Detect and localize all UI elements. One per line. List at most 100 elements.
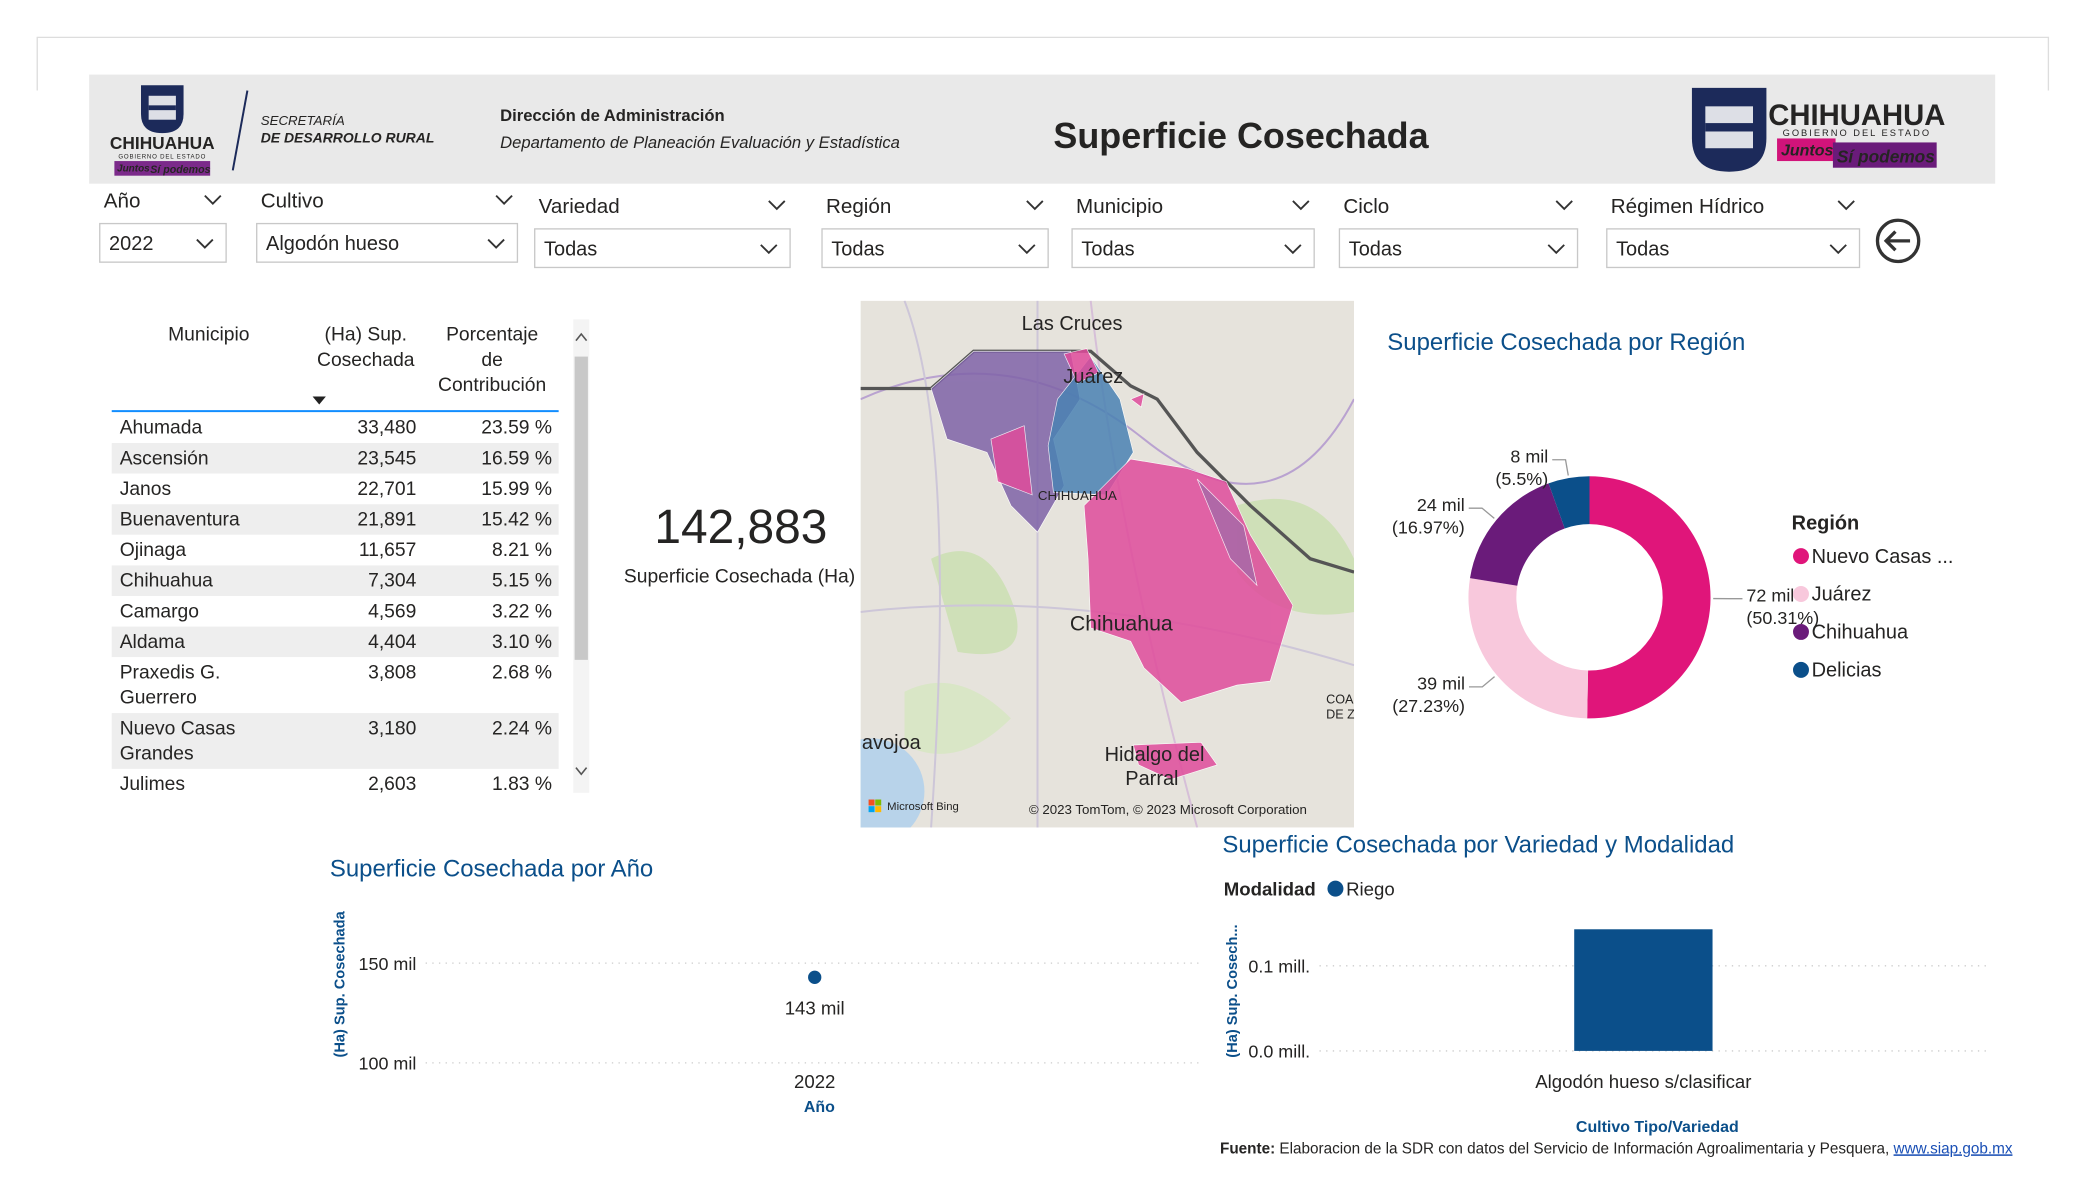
logo-slogan: Juntos xyxy=(1781,143,1833,160)
filter-dropdown[interactable] xyxy=(534,228,791,269)
table-row xyxy=(111,473,559,505)
data-label: (27.23%) xyxy=(1392,696,1465,716)
legend-label[interactable]: Juárez xyxy=(1812,584,1872,606)
filter-value: Todas xyxy=(544,238,597,260)
dropdown-chevron xyxy=(760,244,778,255)
legend-label[interactable]: Nuevo Casas ... xyxy=(1812,546,1954,568)
cell-superficie: 21,891 xyxy=(357,510,416,531)
map-label: COA xyxy=(1326,693,1354,707)
cell-superficie: 4,569 xyxy=(368,601,416,622)
cell-municipio: Nuevo Casas xyxy=(120,718,236,739)
leader-line xyxy=(1552,459,1569,476)
bing-logo xyxy=(875,806,882,813)
back-button[interactable] xyxy=(1875,218,1921,264)
table-body: Ahumada 33,480 23.59 % Ascensión 23,545 16.59… xyxy=(111,412,559,800)
filter-value: 2022 xyxy=(109,233,153,255)
cell-municipio: Ascensión xyxy=(120,448,209,469)
y-tick-label: 0.1 mill. xyxy=(1248,956,1310,976)
data-label: 72 mil xyxy=(1746,585,1794,605)
cell-municipio: Julimes xyxy=(120,774,185,795)
logo-slogan: Sí podemos xyxy=(1837,146,1935,166)
logo-subtitle: GOBIERNO DEL ESTADO xyxy=(1783,128,1931,138)
data-label: (16.97%) xyxy=(1392,517,1465,537)
logo-name: CHIHUAHUA xyxy=(110,133,215,153)
legend-label[interactable]: Riego xyxy=(1346,878,1395,899)
bar[interactable] xyxy=(1574,929,1713,1051)
filter-dropdown[interactable] xyxy=(1606,228,1861,269)
table-row xyxy=(111,626,559,658)
cell-porcentaje: 15.42 % xyxy=(481,510,552,531)
data-label: 39 mil xyxy=(1417,674,1465,694)
column-header: Porcentaje xyxy=(446,325,538,346)
y-tick-label: 150 mil xyxy=(359,954,417,974)
footer-link[interactable]: www.siap.gob.mx xyxy=(1893,1140,2013,1157)
table-row xyxy=(111,565,559,597)
x-axis-title: Año xyxy=(804,1099,835,1116)
data-point xyxy=(808,970,822,984)
header-band xyxy=(89,74,1996,184)
filter-dropdown[interactable] xyxy=(1338,228,1579,269)
direccion: Dirección de Administración xyxy=(500,106,725,125)
filter-chevron xyxy=(204,194,222,205)
donut-slice xyxy=(1468,578,1589,719)
cell-municipio: Praxedis G. xyxy=(120,662,221,683)
region-shape xyxy=(1083,458,1294,703)
footer: Fuente: Elaboracion de la SDR con datos … xyxy=(1220,1140,2013,1157)
region-shape xyxy=(1196,478,1258,587)
column-header: (Ha) Sup. xyxy=(325,325,407,346)
donut-slice xyxy=(1587,476,1711,719)
legend-label[interactable]: Chihuahua xyxy=(1812,622,1909,644)
cell-municipio: Chihuahua xyxy=(120,571,213,592)
filter-label: Ciclo xyxy=(1343,195,1389,218)
table-row xyxy=(111,713,559,769)
cell-municipio: Camargo xyxy=(120,601,199,622)
shield-band xyxy=(1705,123,1754,132)
scroll-down[interactable] xyxy=(575,767,588,776)
cell-superficie: 11,657 xyxy=(359,540,417,561)
bing-logo xyxy=(875,799,882,806)
legend-marker xyxy=(1793,623,1809,640)
slogan-badge xyxy=(1832,142,1937,168)
table-row xyxy=(111,443,559,474)
data-label: (5.5%) xyxy=(1495,469,1548,489)
region-shape xyxy=(1132,741,1218,780)
logo-left-shield xyxy=(140,85,184,134)
scrollbar-thumb[interactable] xyxy=(574,356,588,660)
map-terrain xyxy=(931,551,1018,655)
filter-label: Año xyxy=(104,190,141,213)
cell-porcentaje: 5.15 % xyxy=(492,571,552,592)
cell-superficie: 22,701 xyxy=(357,479,416,500)
filter-dropdown[interactable] xyxy=(1071,228,1315,269)
table-row xyxy=(111,412,559,444)
cell-municipio: Guerrero xyxy=(120,688,197,709)
map-attribution: © 2023 TomTom, © 2023 Microsoft Corporat… xyxy=(1029,802,1307,817)
cell-superficie: 3,180 xyxy=(368,718,416,739)
x-tick-label: Algodón hueso s/clasificar xyxy=(1535,1071,1751,1092)
filter-dropdown[interactable] xyxy=(256,222,519,263)
filter-dropdown[interactable] xyxy=(821,228,1049,269)
cell-porcentaje: 3.10 % xyxy=(492,632,552,653)
shield-band xyxy=(148,105,176,111)
filter-label: Cultivo xyxy=(261,190,324,213)
dropdown-chevron xyxy=(196,238,214,249)
filter-dropdown[interactable] xyxy=(99,222,227,263)
filter-value: Todas xyxy=(1081,238,1134,260)
dropdown-chevron xyxy=(487,238,505,249)
filter-label: Municipio xyxy=(1076,195,1163,218)
scroll-up[interactable] xyxy=(575,332,588,342)
data-label: 8 mil xyxy=(1510,446,1548,466)
cell-municipio: Ahumada xyxy=(120,418,203,439)
filter-chevron xyxy=(495,194,513,205)
legend-title: Región xyxy=(1792,513,1860,535)
legend-label[interactable]: Delicias xyxy=(1812,659,1882,681)
chart-title: Superficie Cosechada por Variedad y Moda… xyxy=(1222,832,1734,859)
back-circle xyxy=(1875,218,1921,264)
departamento: Departamento de Planeación Evaluación y … xyxy=(500,133,900,152)
legend-marker xyxy=(1793,661,1809,678)
map-label: DE ZA xyxy=(1326,707,1364,721)
filter-chevron xyxy=(1292,200,1310,211)
dropdown-chevron xyxy=(1547,244,1565,255)
table-row xyxy=(111,534,559,566)
cell-superficie: 23,545 xyxy=(357,448,416,469)
y-axis-title: (Ha) Sup. Cosechada xyxy=(333,910,349,1057)
